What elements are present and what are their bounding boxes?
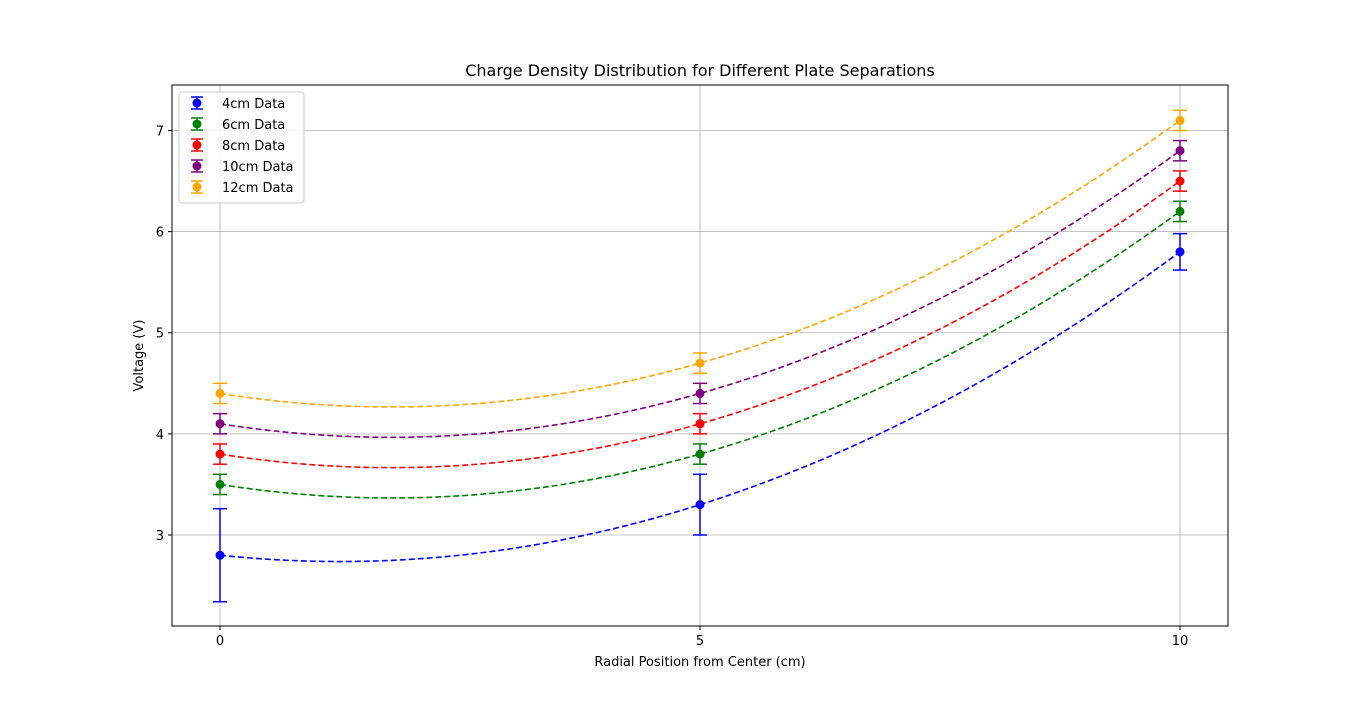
y-axis-label: Voltage (V) [132, 320, 147, 392]
legend-entry: 6cm Data [222, 118, 285, 133]
data-point [1175, 146, 1185, 156]
data-point [215, 449, 225, 459]
data-point [1175, 206, 1185, 216]
legend-entry: 4cm Data [222, 97, 285, 112]
data-point [695, 419, 705, 429]
data-point [695, 358, 705, 368]
x-axis-label: Radial Position from Center (cm) [594, 655, 805, 670]
legend-marker [192, 182, 202, 192]
data-point [215, 388, 225, 398]
y-tick-label: 3 [156, 529, 164, 544]
legend-entry: 12cm Data [222, 181, 294, 196]
legend-marker [192, 98, 202, 108]
data-point [695, 500, 705, 510]
chart-title: Charge Density Distribution for Differen… [465, 61, 935, 80]
data-point [215, 479, 225, 489]
legend-entry: 10cm Data [222, 160, 294, 175]
y-tick-label: 7 [156, 125, 164, 140]
data-points [215, 115, 1185, 560]
data-point [215, 419, 225, 429]
legend-frame [178, 91, 305, 204]
error-bars [213, 109, 1187, 603]
y-tick-label: 4 [156, 428, 164, 443]
legend-entry: 8cm Data [222, 139, 285, 154]
y-tick-label: 6 [156, 226, 164, 241]
data-point [695, 388, 705, 398]
x-tick-label: 10 [1172, 634, 1189, 649]
x-axis-ticks: 0 5 10 [216, 626, 1188, 649]
x-tick-label: 0 [216, 634, 224, 649]
data-point [215, 550, 225, 560]
legend-marker [192, 161, 202, 171]
legend: 4cm Data 6cm Data 8cm Data 10cm Data 12cm Da… [178, 91, 305, 204]
data-point [1175, 115, 1185, 125]
x-tick-label: 5 [696, 634, 704, 649]
legend-marker [192, 140, 202, 150]
y-axis-ticks: 3 4 5 6 7 [156, 125, 172, 544]
y-tick-label: 5 [156, 327, 164, 342]
data-point [1175, 247, 1185, 257]
legend-marker [192, 119, 202, 129]
data-point [1175, 176, 1185, 186]
data-point [695, 449, 705, 459]
